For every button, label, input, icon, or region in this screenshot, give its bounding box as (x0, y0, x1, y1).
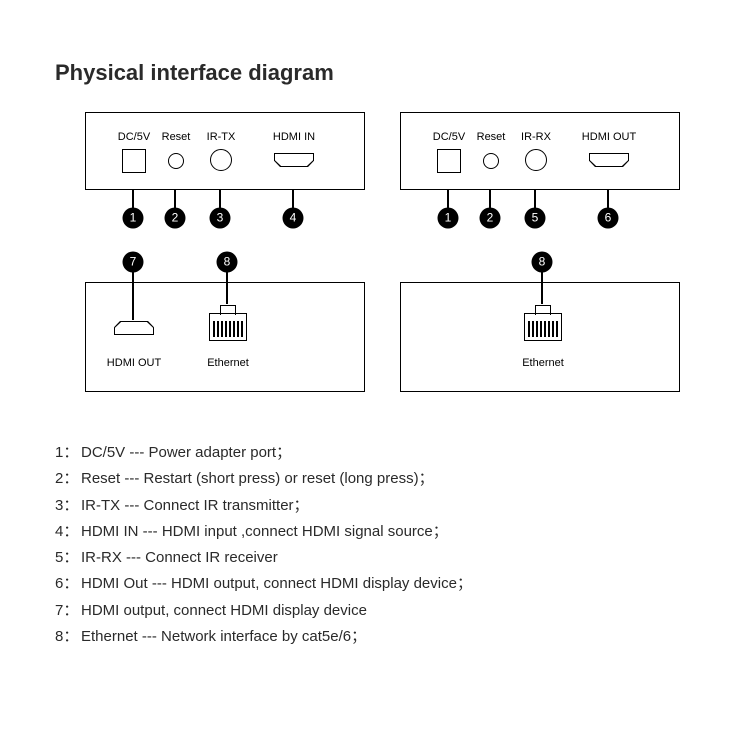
legend-row: 1：DC/5V --- Power adapter port； (55, 440, 710, 466)
legend: 1：DC/5V --- Power adapter port； 2：Reset … (55, 440, 710, 650)
label-ethernet-r: Ethernet (522, 357, 564, 369)
port-hdmi-out-r (589, 153, 629, 167)
label-irtx: IR-TX (207, 131, 236, 143)
legend-row: 3：IR-TX --- Connect IR transmitter； (55, 493, 710, 519)
port-reset (168, 153, 184, 169)
connector-line (226, 272, 228, 304)
legend-row: 8：Ethernet --- Network interface by cat5… (55, 624, 710, 650)
badge-1: 1 (123, 208, 144, 229)
legend-num: 8： (55, 624, 81, 650)
badge-7: 7 (123, 252, 144, 273)
label-irrx: IR-RX (521, 131, 551, 143)
panel-rx-top: DC/5V Reset IR-RX HDMI OUT (400, 112, 680, 190)
legend-num: 4： (55, 519, 81, 545)
label-reset: Reset (162, 131, 191, 143)
legend-text: HDMI Out --- HDMI output, connect HDMI d… (81, 571, 472, 597)
badge-8r: 8 (532, 252, 553, 273)
port-hdmi-in (274, 153, 314, 167)
port-irrx (525, 149, 547, 171)
label-dc5v-r: DC/5V (433, 131, 465, 143)
connector-line (219, 190, 221, 208)
badge-1r: 1 (438, 208, 459, 229)
port-dc5v-r (437, 149, 461, 173)
legend-num: 2： (55, 466, 81, 492)
diagram: DC/5V Reset IR-TX HDMI IN DC/5V Reset IR… (55, 112, 695, 412)
legend-num: 5： (55, 545, 81, 571)
connector-line (534, 190, 536, 208)
legend-row: 5：IR-RX --- Connect IR receiver (55, 545, 710, 571)
label-hdmi-in: HDMI IN (273, 131, 315, 143)
legend-text: IR-TX --- Connect IR transmitter； (81, 493, 309, 519)
connector-line (607, 190, 609, 208)
port-ethernet-l (209, 305, 247, 341)
connector-line (132, 272, 134, 320)
badge-2r: 2 (480, 208, 501, 229)
connector-line (174, 190, 176, 208)
legend-num: 6： (55, 571, 81, 597)
legend-row: 7：HDMI output, connect HDMI display devi… (55, 598, 710, 624)
label-ethernet-l: Ethernet (207, 357, 249, 369)
badge-2: 2 (165, 208, 186, 229)
connector-line (132, 190, 134, 208)
connector-line (447, 190, 449, 208)
label-dc5v: DC/5V (118, 131, 150, 143)
label-hdmi-out-r: HDMI OUT (582, 131, 636, 143)
label-reset-r: Reset (477, 131, 506, 143)
legend-text: DC/5V --- Power adapter port； (81, 440, 291, 466)
port-hdmi-out (114, 321, 154, 335)
page-title: Physical interface diagram (55, 60, 710, 86)
legend-num: 7： (55, 598, 81, 624)
port-reset-r (483, 153, 499, 169)
port-irtx (210, 149, 232, 171)
panel-tx-top: DC/5V Reset IR-TX HDMI IN (85, 112, 365, 190)
connector-line (541, 272, 543, 304)
port-dc5v (122, 149, 146, 173)
badge-4: 4 (283, 208, 304, 229)
legend-text: HDMI IN --- HDMI input ,connect HDMI sig… (81, 519, 448, 545)
panel-tx-bottom: HDMI OUT Ethernet (85, 282, 365, 392)
connector-line (489, 190, 491, 208)
legend-row: 2：Reset --- Restart (short press) or res… (55, 466, 710, 492)
legend-text: Reset --- Restart (short press) or reset… (81, 466, 434, 492)
legend-row: 6：HDMI Out --- HDMI output, connect HDMI… (55, 571, 710, 597)
badge-3: 3 (210, 208, 231, 229)
legend-num: 3： (55, 493, 81, 519)
legend-text: IR-RX --- Connect IR receiver (81, 545, 278, 571)
legend-text: Ethernet --- Network interface by cat5e/… (81, 624, 366, 650)
connector-line (292, 190, 294, 208)
port-ethernet-r (524, 305, 562, 341)
label-hdmi-out: HDMI OUT (107, 357, 161, 369)
legend-text: HDMI output, connect HDMI display device (81, 598, 367, 624)
badge-8l: 8 (217, 252, 238, 273)
badge-5: 5 (525, 208, 546, 229)
panel-rx-bottom: Ethernet (400, 282, 680, 392)
badge-6: 6 (598, 208, 619, 229)
legend-num: 1： (55, 440, 81, 466)
legend-row: 4：HDMI IN --- HDMI input ,connect HDMI s… (55, 519, 710, 545)
